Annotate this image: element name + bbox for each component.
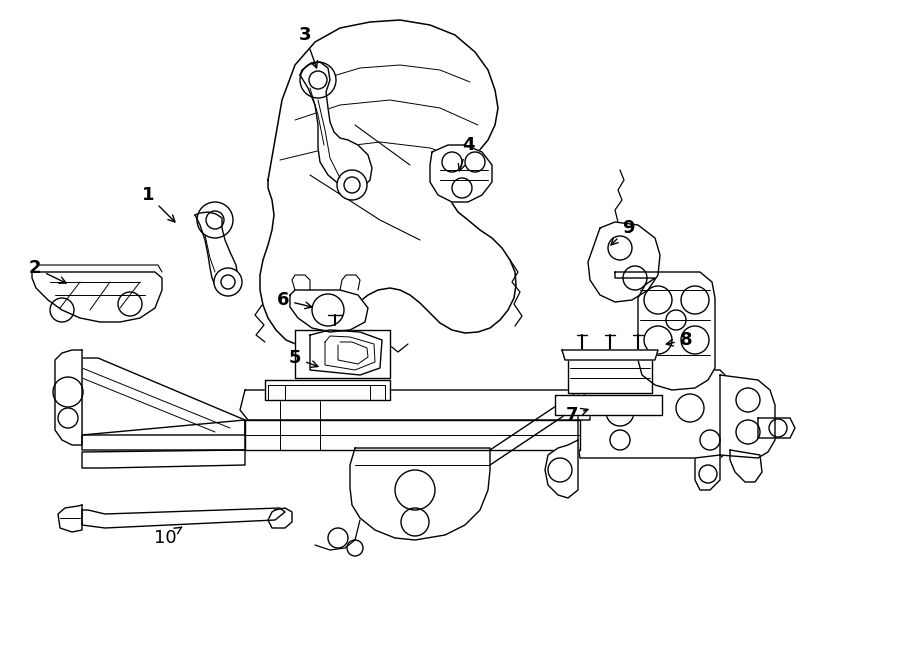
Polygon shape	[295, 330, 390, 378]
Text: 6: 6	[277, 291, 311, 309]
Text: 10: 10	[154, 527, 182, 547]
Polygon shape	[82, 358, 245, 435]
Polygon shape	[695, 455, 720, 490]
Polygon shape	[720, 375, 775, 458]
Text: 5: 5	[289, 349, 318, 368]
Polygon shape	[240, 390, 590, 420]
Polygon shape	[265, 380, 390, 400]
Circle shape	[214, 268, 242, 296]
Text: 1: 1	[142, 186, 175, 222]
Polygon shape	[82, 420, 245, 450]
Polygon shape	[350, 448, 490, 540]
Polygon shape	[82, 508, 285, 528]
Polygon shape	[82, 450, 245, 468]
Polygon shape	[562, 350, 658, 360]
Polygon shape	[730, 450, 762, 482]
Polygon shape	[555, 395, 662, 415]
Polygon shape	[430, 145, 492, 202]
Circle shape	[337, 170, 367, 200]
Polygon shape	[268, 385, 385, 400]
Polygon shape	[260, 20, 516, 345]
Text: 7: 7	[566, 406, 588, 424]
Polygon shape	[195, 212, 238, 292]
Polygon shape	[55, 350, 82, 445]
Text: 8: 8	[666, 331, 692, 349]
Text: 4: 4	[458, 136, 474, 171]
Polygon shape	[310, 330, 382, 375]
Text: 3: 3	[299, 26, 318, 68]
Polygon shape	[615, 272, 715, 390]
Polygon shape	[290, 290, 368, 332]
Polygon shape	[300, 62, 372, 190]
Polygon shape	[32, 272, 162, 322]
Polygon shape	[578, 370, 730, 458]
Polygon shape	[245, 420, 580, 450]
Polygon shape	[588, 222, 660, 302]
Polygon shape	[268, 508, 292, 528]
Text: 9: 9	[611, 219, 634, 245]
Polygon shape	[545, 440, 578, 498]
Text: 2: 2	[29, 259, 66, 283]
Polygon shape	[758, 418, 795, 438]
Polygon shape	[568, 355, 652, 393]
Circle shape	[300, 62, 336, 98]
Circle shape	[197, 202, 233, 238]
Polygon shape	[58, 505, 82, 532]
